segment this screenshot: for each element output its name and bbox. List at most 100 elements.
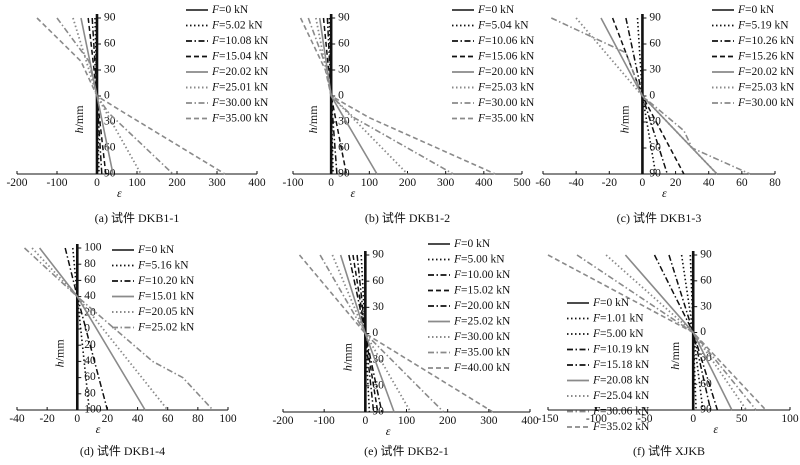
- x-tick-label: 60: [736, 177, 748, 189]
- x-tick-label: -150: [537, 413, 558, 425]
- legend-label: F=0 kN: [211, 4, 249, 16]
- y-tick-label: 60: [338, 38, 350, 50]
- legend-label: F=0 kN: [137, 244, 175, 256]
- x-tick-label: 500: [513, 177, 531, 189]
- x-tick-label: 400: [521, 415, 539, 427]
- series-line-9: [298, 254, 494, 413]
- series-line-8: [299, 17, 496, 175]
- series-line-9: [547, 254, 767, 411]
- x-tick-label: 400: [475, 177, 493, 189]
- legend-label: F=5.00 kN: [592, 328, 644, 340]
- y-tick-label: 90: [700, 249, 712, 261]
- x-tick-label: -20: [602, 177, 618, 189]
- chart-caption: (b) 试件 DKB1-2: [365, 210, 450, 225]
- x-tick-label: 20: [102, 413, 114, 425]
- y-axis-label: h/mm: [306, 105, 320, 134]
- y-tick-label: 40: [84, 355, 96, 367]
- legend-label: F=35.00 kN: [477, 112, 535, 124]
- y-tick-label: 60: [700, 378, 712, 390]
- series-line-6: [23, 247, 214, 411]
- y-tick-label: 60: [84, 371, 96, 383]
- y-tick-label: 60: [338, 142, 350, 154]
- y-tick-label: 30: [372, 301, 384, 313]
- series-line-4: [352, 254, 379, 413]
- series-line-4: [322, 17, 348, 175]
- chart-caption: (a) 试件 DKB1-1: [95, 210, 180, 225]
- y-tick-label: 30: [372, 353, 384, 365]
- x-tick-label: 400: [248, 177, 266, 189]
- y-tick-label: 60: [372, 379, 384, 391]
- chart-panel-5: -200 -100 0 100 200 300 400ε9060300306090h/mmF…: [272, 238, 538, 458]
- y-tick-label: 30: [338, 116, 350, 128]
- y-tick-label: 60: [649, 38, 661, 50]
- y-axis-label: h/mm: [52, 339, 66, 368]
- x-tick-label: 200: [399, 177, 417, 189]
- y-tick-label: 90: [104, 12, 116, 24]
- x-tick-label: -100: [314, 415, 335, 427]
- x-tick-label: -200: [272, 415, 293, 427]
- y-axis-label: h/mm: [668, 341, 682, 370]
- chart-panel-4: -40 -20 0 20 40 60 80 100ε100806040200204060801…: [9, 242, 237, 458]
- x-axis-label: ε: [351, 186, 356, 200]
- legend-label: F=25.03 kN: [477, 81, 535, 93]
- legend-label: F=25.02 kN: [453, 315, 511, 327]
- legend-label: F=15.18 kN: [592, 359, 650, 371]
- chart-panel-3: -60 -40 -20 0 20 40 60 80ε9060300306090h/mmF=0 …: [535, 4, 795, 225]
- x-tick-label: 0: [328, 177, 334, 189]
- legend: F=0 kN F=5.02 kN F=10.08 kN F=15.04 kN F=20.…: [186, 4, 269, 124]
- legend-label: F=1.01 kN: [592, 312, 644, 324]
- x-tick-label: 0: [94, 177, 100, 189]
- x-axis-label: ε: [713, 422, 718, 436]
- y-tick-label: 0: [372, 327, 378, 339]
- y-axis-label: h/mm: [340, 342, 354, 371]
- legend-label: F=30.06 kN: [592, 405, 650, 417]
- y-axis-label: h/mm: [72, 105, 86, 134]
- y-axis-label: h/mm: [617, 105, 631, 134]
- legend: F=0 kN F=5.19 kN F=10.26 kN F=15.26 kN F=20.…: [712, 4, 795, 109]
- x-axis-label: ε: [386, 424, 391, 438]
- series-line-7: [550, 17, 751, 175]
- legend-label: F=15.01 kN: [137, 290, 195, 302]
- legend-label: F=0 kN: [477, 4, 515, 16]
- legend-label: F=5.04 kN: [477, 19, 529, 31]
- x-tick-label: 50: [736, 413, 748, 425]
- legend-label: F=25.01 kN: [211, 81, 269, 93]
- x-tick-label: 80: [769, 177, 781, 189]
- y-tick-label: 90: [372, 406, 384, 418]
- series-line-2: [689, 254, 697, 411]
- legend-label: F=20.05 kN: [137, 306, 195, 318]
- series-line-8: [319, 254, 445, 413]
- series-line-4: [38, 247, 146, 411]
- legend-label: F=20.02 kN: [737, 66, 795, 78]
- legend-label: F=10.08 kN: [211, 35, 269, 47]
- y-tick-label: 0: [338, 90, 344, 102]
- x-tick-label: 200: [439, 415, 457, 427]
- x-tick-label: 80: [192, 413, 204, 425]
- legend-label: F=10.19 kN: [592, 343, 650, 355]
- y-tick-label: 60: [700, 274, 712, 286]
- chart-caption: (c) 试件 DKB1-3: [617, 210, 702, 225]
- legend-label: F=5.19 kN: [737, 19, 789, 31]
- y-tick-label: 30: [104, 64, 116, 76]
- y-tick-label: 20: [84, 306, 96, 318]
- legend-label: F=15.26 kN: [737, 50, 795, 62]
- legend: F=0 kN F=1.01 kN F=5.00 kN F=10.19 kN F=15.1…: [567, 297, 650, 433]
- y-tick-label: 90: [338, 168, 350, 180]
- x-tick-label: 100: [361, 177, 379, 189]
- legend-label: F=5.16 kN: [137, 259, 189, 271]
- x-tick-label: 0: [640, 177, 646, 189]
- x-tick-label: -40: [568, 177, 584, 189]
- legend-label: F=30.00 kN: [453, 331, 511, 343]
- y-tick-label: 60: [649, 142, 661, 154]
- series-line-7: [307, 17, 454, 175]
- series-line-4: [611, 17, 685, 175]
- series-line-6: [72, 17, 142, 175]
- y-tick-label: 0: [649, 90, 655, 102]
- y-tick-label: 0: [700, 326, 706, 338]
- series-line-6: [315, 17, 409, 175]
- series-line-5: [653, 254, 719, 411]
- series-line-4: [668, 254, 712, 411]
- chart-caption: (d) 试件 DKB1-4: [80, 443, 165, 458]
- legend: F=0 kN F=5.04 kN F=10.06 kN F=15.06 kN F=20.…: [452, 4, 535, 124]
